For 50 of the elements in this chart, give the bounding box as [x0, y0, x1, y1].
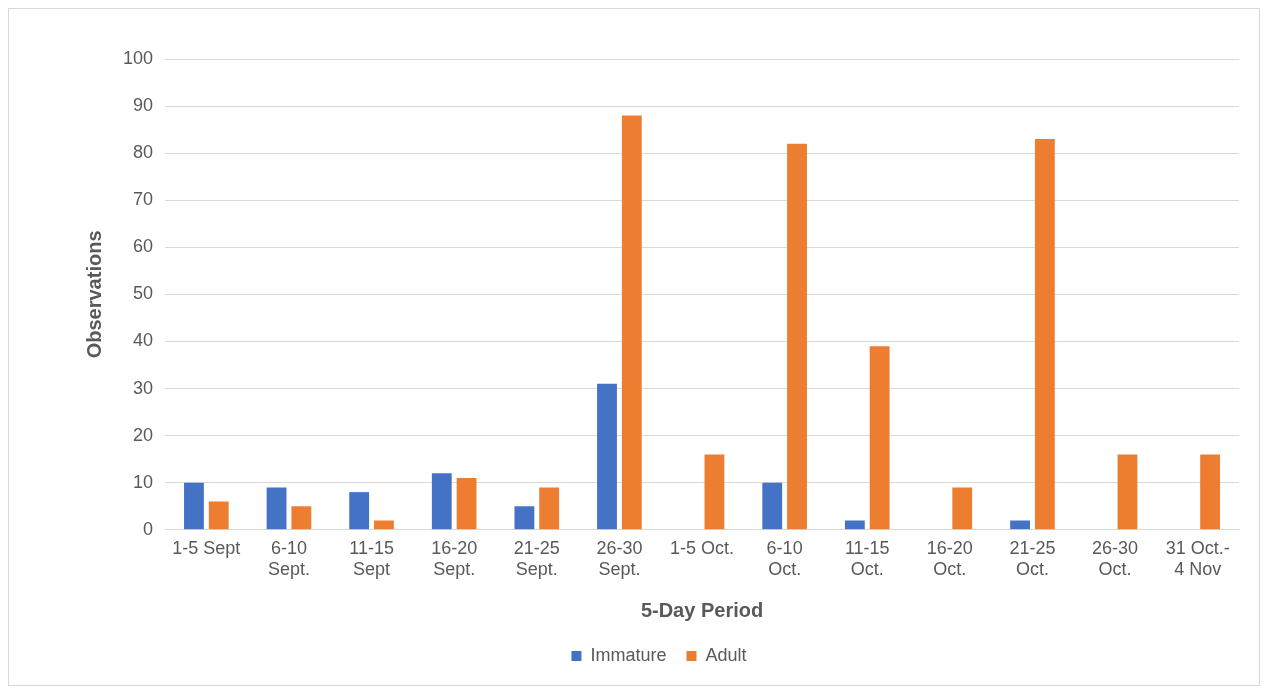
- bar: [869, 346, 890, 530]
- x-tick-label: 26-30 Oct.: [1092, 537, 1139, 580]
- legend-label: Adult: [705, 644, 747, 665]
- y-tick-label: 60: [133, 236, 154, 257]
- x-tick-label: 6-10 Sept.: [267, 537, 310, 580]
- bar: [1010, 520, 1030, 530]
- bar: [208, 501, 229, 530]
- bar: [787, 143, 807, 530]
- y-tick-label: 20: [133, 424, 154, 445]
- bar: [539, 487, 560, 530]
- y-tick-label: 40: [133, 330, 154, 351]
- x-tick-label: 16-20 Oct.: [926, 537, 973, 580]
- x-tick-label: 31 Oct.- 4 Nov: [1165, 537, 1230, 580]
- y-tick-label: 50: [133, 283, 154, 304]
- y-tick-label: 100: [122, 47, 154, 68]
- bar: [762, 482, 783, 530]
- bar: [704, 454, 725, 530]
- x-tick-label: 21-25 Sept.: [513, 537, 560, 580]
- bar: [952, 487, 973, 530]
- y-axis-title: Observations: [82, 230, 105, 359]
- bar: [291, 506, 312, 530]
- bar: [597, 383, 617, 530]
- y-tick-label: 80: [133, 142, 154, 163]
- bar: [456, 478, 477, 530]
- legend-label: Immature: [590, 644, 667, 665]
- y-tick-label: 90: [133, 95, 154, 116]
- y-tick-label: 10: [133, 471, 154, 492]
- bar: [266, 487, 287, 530]
- y-tick-label: 70: [133, 189, 154, 210]
- bar: [184, 482, 204, 530]
- x-tick-label: 1-5 Sept: [172, 537, 241, 558]
- bar: [1034, 139, 1055, 530]
- x-tick-label: 21-25 Oct.: [1009, 537, 1056, 580]
- y-tick-label: 0: [143, 518, 154, 539]
- bar: [514, 506, 535, 530]
- x-tick-label: 26-30 Sept.: [596, 537, 643, 580]
- x-tick-label: 6-10 Oct.: [766, 537, 803, 580]
- x-tick-label: 1-5 Oct.: [670, 537, 735, 558]
- bar: [374, 520, 394, 530]
- bar: [431, 473, 452, 530]
- x-tick-label: 11-15 Sept: [349, 537, 394, 580]
- x-tick-label: 16-20 Sept.: [431, 537, 478, 580]
- bar: [1117, 454, 1138, 530]
- y-tick-label: 30: [133, 377, 154, 398]
- bar: [349, 492, 370, 530]
- x-tick-label: 11-15 Oct.: [844, 537, 890, 580]
- bar: [844, 520, 865, 530]
- bar: [621, 115, 642, 530]
- x-axis-title: 5-Day Period: [640, 598, 764, 621]
- bar: [1200, 454, 1220, 530]
